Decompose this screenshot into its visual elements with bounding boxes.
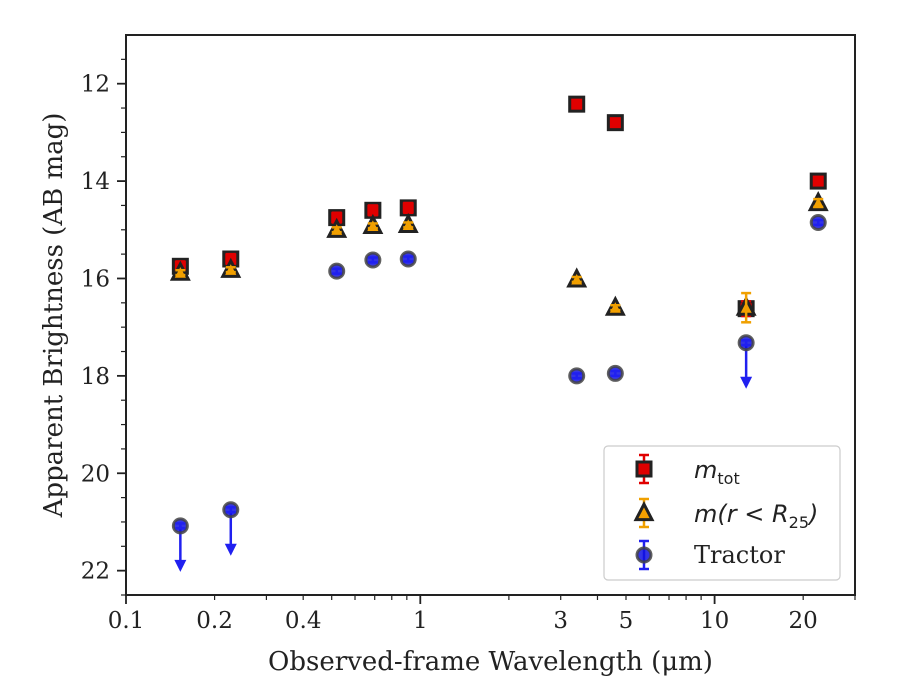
data-point-circle	[171, 517, 189, 572]
error-bar	[571, 372, 582, 380]
data-point-circle	[606, 364, 624, 382]
error-bar	[741, 291, 752, 324]
x-tick-label: 20	[789, 608, 818, 634]
x-tick-label: 1	[413, 608, 428, 634]
data-point-circle	[328, 262, 346, 280]
plot-frame	[125, 34, 856, 596]
error-bar	[403, 255, 414, 263]
error-bar	[741, 339, 752, 347]
y-tick-label: 16	[81, 266, 110, 292]
error-bar	[175, 268, 186, 277]
series-circle	[171, 213, 827, 572]
data-point-square	[606, 114, 624, 132]
y-axis-title: Apparent Brightness (AB mag)	[39, 113, 69, 519]
error-bar	[331, 267, 342, 275]
error-bar	[367, 222, 378, 230]
x-axis-title: Observed-frame Wavelength (μm)	[268, 647, 713, 677]
axis-ticks: 0.1 0.2 0.4 1 3 5 10 20 12 14 16 18 20 22	[81, 58, 856, 634]
error-bar	[331, 226, 342, 234]
error-bar	[225, 506, 236, 514]
error-bar	[813, 218, 824, 227]
upper-limit-arrow-head	[174, 559, 187, 572]
legend-triangle-marker	[633, 500, 655, 522]
upper-limit-arrow-head	[224, 543, 237, 556]
upper-limit-arrow-head	[740, 376, 753, 389]
legend-entry-square: mtot	[635, 453, 740, 488]
legend-circle-marker	[635, 546, 653, 564]
error-bar	[571, 275, 582, 284]
error-bar	[610, 118, 621, 127]
data-point-circle	[364, 251, 382, 269]
data-point-circle	[568, 367, 586, 385]
data-point-square	[399, 199, 417, 217]
data-point-triangle	[807, 190, 829, 212]
error-bar	[225, 266, 236, 274]
data-point-circle	[399, 250, 417, 268]
series-triangle	[169, 190, 829, 324]
data-point-circle	[737, 334, 755, 389]
y-tick-label: 14	[81, 169, 110, 195]
legend-square-marker	[635, 460, 653, 478]
error-bar	[175, 522, 186, 530]
data-point-triangle	[362, 213, 384, 234]
y-tick-label: 18	[81, 364, 110, 390]
error-bar	[367, 256, 378, 264]
data-point-circle	[809, 213, 827, 231]
legend-entry-circle: Tractor	[635, 539, 785, 571]
legend-label-tail: )	[807, 500, 818, 528]
legend-label: m(r < R25)	[694, 500, 818, 532]
data-point-triangle	[604, 295, 626, 316]
error-bar	[813, 175, 824, 187]
data-point-triangle	[169, 260, 191, 281]
error-bar	[610, 304, 621, 312]
data-point-square	[568, 95, 586, 113]
legend-label-subscript: 25	[789, 513, 809, 532]
data-point-square	[809, 172, 827, 190]
legend-label-main: m(r < R	[694, 500, 789, 528]
error-bar	[403, 221, 414, 229]
legend-label: mtot	[694, 456, 740, 488]
y-tick-label: 20	[81, 461, 110, 487]
data-point-triangle	[397, 212, 419, 234]
data-point-triangle	[735, 291, 757, 324]
y-tick-label: 22	[81, 559, 110, 585]
series-square	[171, 95, 827, 318]
legend: mtot m(r < R25) Tractor	[603, 445, 841, 581]
legend-label-subscript: tot	[717, 469, 739, 488]
error-bar	[571, 100, 582, 108]
error-bar	[403, 201, 414, 214]
x-tick-label: 0.2	[196, 608, 233, 634]
x-tick-label: 0.4	[285, 608, 322, 634]
data-point-triangle	[220, 257, 242, 278]
error-bar	[610, 369, 621, 378]
data-point-circle	[222, 501, 240, 556]
x-tick-label: 0.1	[108, 608, 145, 634]
legend-entry-triangle: m(r < R25)	[633, 497, 818, 532]
legend-label-main: m	[694, 456, 717, 484]
data-point-triangle	[326, 217, 348, 238]
y-tick-label: 12	[81, 72, 110, 98]
data-point-triangle	[566, 267, 588, 288]
error-bar	[813, 197, 824, 209]
x-tick-label: 5	[619, 608, 634, 634]
legend-label: Tractor	[694, 541, 785, 569]
x-tick-label: 10	[700, 608, 729, 634]
data-marks	[169, 95, 829, 572]
x-tick-label: 3	[553, 608, 568, 634]
legend-frame	[603, 445, 841, 581]
